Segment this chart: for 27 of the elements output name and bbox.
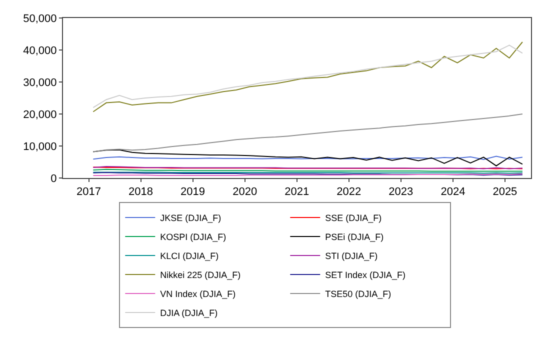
y-tick-label: 30,000 (23, 76, 57, 89)
legend-label: VN Index (DJIA_F) (160, 289, 236, 300)
x-tick-label: 2017 (76, 186, 102, 198)
y-tick-label: 40,000 (23, 44, 57, 57)
x-tick-label: 2023 (388, 186, 414, 198)
y-tick-label: 10,000 (23, 140, 57, 153)
legend-label: KLCI (DJIA_F) (160, 251, 219, 262)
legend-label: SET Index (DJIA_F) (325, 270, 406, 280)
y-tick-label: 20,000 (23, 108, 57, 121)
x-tick-label: 2024 (440, 186, 466, 198)
x-tick-label: 2018 (128, 186, 153, 198)
legend-label: STI (DJIA_F) (325, 251, 378, 262)
legend-label: Nikkei 225 (DJIA_F) (160, 270, 241, 280)
x-tick-label: 2019 (180, 186, 205, 198)
line-series (92, 114, 523, 152)
legend-label: KOSPI (DJIA_F) (160, 232, 226, 242)
x-tick-label: 2022 (336, 186, 362, 198)
legend-label: JKSE (DJIA_F) (160, 213, 222, 224)
legend-label: PSEi (DJIA_F) (325, 232, 384, 242)
y-tick-label: 0 (50, 172, 57, 185)
legend-label: DJIA (DJIA_F) (160, 308, 218, 318)
y-tick-label: 50,000 (23, 12, 57, 25)
x-tick-label: 2025 (492, 186, 518, 198)
legend-label: SSE (DJIA_F) (325, 213, 382, 224)
legend-label: TSE50 (DJIA_F) (325, 289, 392, 300)
x-tick-label: 2020 (232, 186, 258, 198)
x-tick-label: 2021 (284, 186, 310, 198)
